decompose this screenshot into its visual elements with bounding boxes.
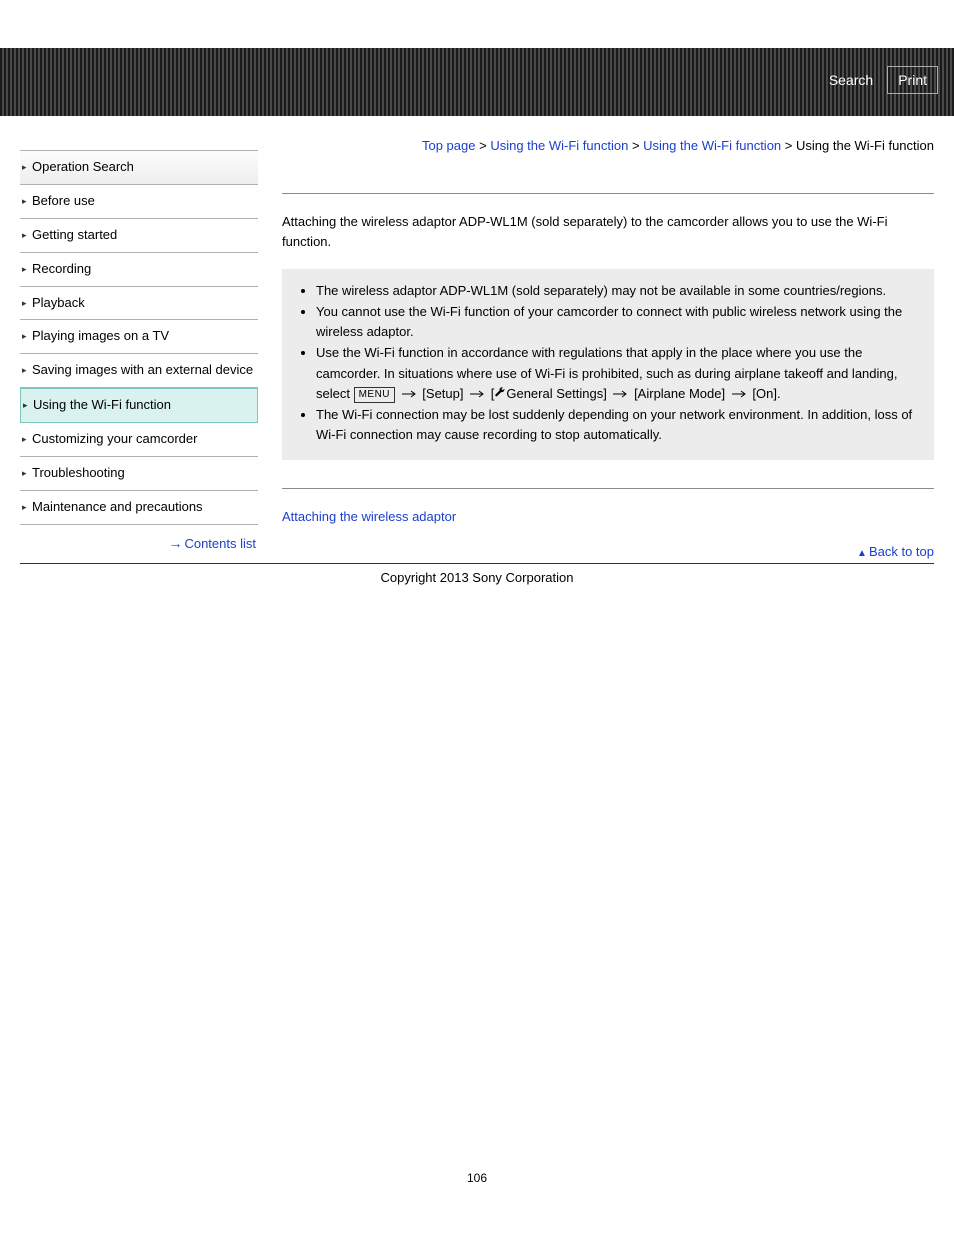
header-bar: Search Print — [0, 48, 954, 116]
caret-right-icon: ▸ — [22, 468, 27, 480]
sidebar-item-playing-on-tv[interactable]: ▸ Playing images on a TV — [20, 320, 258, 354]
sidebar-item-troubleshooting[interactable]: ▸ Troubleshooting — [20, 457, 258, 491]
main-content: Top page > Using the Wi-Fi function > Us… — [282, 126, 934, 559]
note-item: You cannot use the Wi-Fi function of you… — [316, 302, 916, 342]
sidebar-item-label: Before use — [32, 193, 95, 208]
caret-right-icon: ▸ — [22, 434, 27, 446]
breadcrumb-top[interactable]: Top page — [422, 138, 476, 153]
breadcrumb-c2[interactable]: Using the Wi-Fi function — [643, 138, 781, 153]
breadcrumb-c1[interactable]: Using the Wi-Fi function — [490, 138, 628, 153]
sidebar-item-operation-search[interactable]: ▸ Operation Search — [20, 150, 258, 185]
page-number: 106 — [0, 591, 954, 1205]
caret-right-icon: ▸ — [22, 196, 27, 208]
caret-right-icon: ▸ — [22, 298, 27, 310]
note-text: [On]. — [752, 386, 780, 401]
sidebar-item-playback[interactable]: ▸ Playback — [20, 287, 258, 321]
sidebar-item-before-use[interactable]: ▸ Before use — [20, 185, 258, 219]
caret-right-icon: ▸ — [22, 365, 27, 377]
sidebar-item-label: Customizing your camcorder — [32, 431, 197, 446]
attaching-adaptor-link[interactable]: Attaching the wireless adaptor — [282, 509, 456, 524]
contents-list-link[interactable]: Contents list — [184, 536, 256, 551]
search-button[interactable]: Search — [825, 66, 877, 94]
note-text: [Airplane Mode] — [634, 386, 725, 401]
note-list: The wireless adaptor ADP-WL1M (sold sepa… — [300, 281, 916, 445]
sidebar-item-label: Operation Search — [32, 159, 134, 174]
intro-text: Attaching the wireless adaptor ADP-WL1M … — [282, 212, 934, 251]
copyright: Copyright 2013 Sony Corporation — [0, 564, 954, 591]
arrow-right-icon — [731, 390, 747, 398]
wrench-icon — [494, 387, 506, 399]
caret-right-icon: ▸ — [23, 400, 28, 412]
sidebar-item-maintenance[interactable]: ▸ Maintenance and precautions — [20, 491, 258, 525]
breadcrumb-sep: > — [785, 138, 793, 153]
back-to-top-row: ▲Back to top — [282, 524, 934, 559]
sidebar-item-label: Recording — [32, 261, 91, 276]
sidebar-item-saving-images[interactable]: ▸ Saving images with an external device — [20, 354, 258, 388]
note-item: The wireless adaptor ADP-WL1M (sold sepa… — [316, 281, 916, 301]
back-to-top-link[interactable]: Back to top — [869, 544, 934, 559]
sidebar-item-label: Playing images on a TV — [32, 328, 169, 343]
arrow-right-icon — [612, 390, 628, 398]
breadcrumb: Top page > Using the Wi-Fi function > Us… — [282, 126, 934, 193]
caret-right-icon: ▸ — [22, 264, 27, 276]
note-text: General Settings] — [506, 386, 606, 401]
note-text: [Setup] — [422, 386, 463, 401]
arrow-right-icon — [469, 390, 485, 398]
sidebar-item-label: Troubleshooting — [32, 465, 125, 480]
note-item: The Wi-Fi connection may be lost suddenl… — [316, 405, 916, 445]
sidebar-item-recording[interactable]: ▸ Recording — [20, 253, 258, 287]
menu-badge: MENU — [354, 387, 395, 403]
sidebar-item-label: Using the Wi-Fi function — [33, 397, 171, 412]
note-item: Use the Wi-Fi function in accordance wit… — [316, 343, 916, 403]
sidebar-item-label: Saving images with an external device — [32, 362, 253, 377]
print-button[interactable]: Print — [887, 66, 938, 94]
note-box: The wireless adaptor ADP-WL1M (sold sepa… — [282, 269, 934, 460]
link-block: Attaching the wireless adaptor — [282, 509, 934, 524]
triangle-up-icon: ▲ — [857, 548, 867, 559]
caret-right-icon: ▸ — [22, 331, 27, 343]
caret-right-icon: ▸ — [22, 230, 27, 242]
breadcrumb-sep: > — [632, 138, 640, 153]
caret-right-icon: ▸ — [22, 502, 27, 514]
sidebar-item-wifi[interactable]: ▸ Using the Wi-Fi function — [20, 388, 258, 423]
arrow-right-icon — [401, 390, 417, 398]
sidebar-item-label: Playback — [32, 295, 85, 310]
sidebar-item-getting-started[interactable]: ▸ Getting started — [20, 219, 258, 253]
sidebar-item-customizing[interactable]: ▸ Customizing your camcorder — [20, 423, 258, 457]
contents-list-row: → Contents list — [20, 525, 258, 551]
sidebar-item-label: Maintenance and precautions — [32, 499, 203, 514]
breadcrumb-current: Using the Wi-Fi function — [796, 138, 934, 153]
caret-right-icon: ▸ — [22, 162, 27, 174]
sidebar: ▸ Operation Search ▸ Before use ▸ Getting s… — [20, 150, 258, 559]
arrow-right-icon: → — [168, 535, 180, 551]
page-container: ▸ Operation Search ▸ Before use ▸ Getting s… — [0, 116, 954, 559]
section-rule — [282, 488, 934, 489]
sidebar-item-label: Getting started — [32, 227, 117, 242]
section-rule — [282, 193, 934, 194]
breadcrumb-sep: > — [479, 138, 487, 153]
header-buttons: Search Print — [825, 66, 938, 94]
